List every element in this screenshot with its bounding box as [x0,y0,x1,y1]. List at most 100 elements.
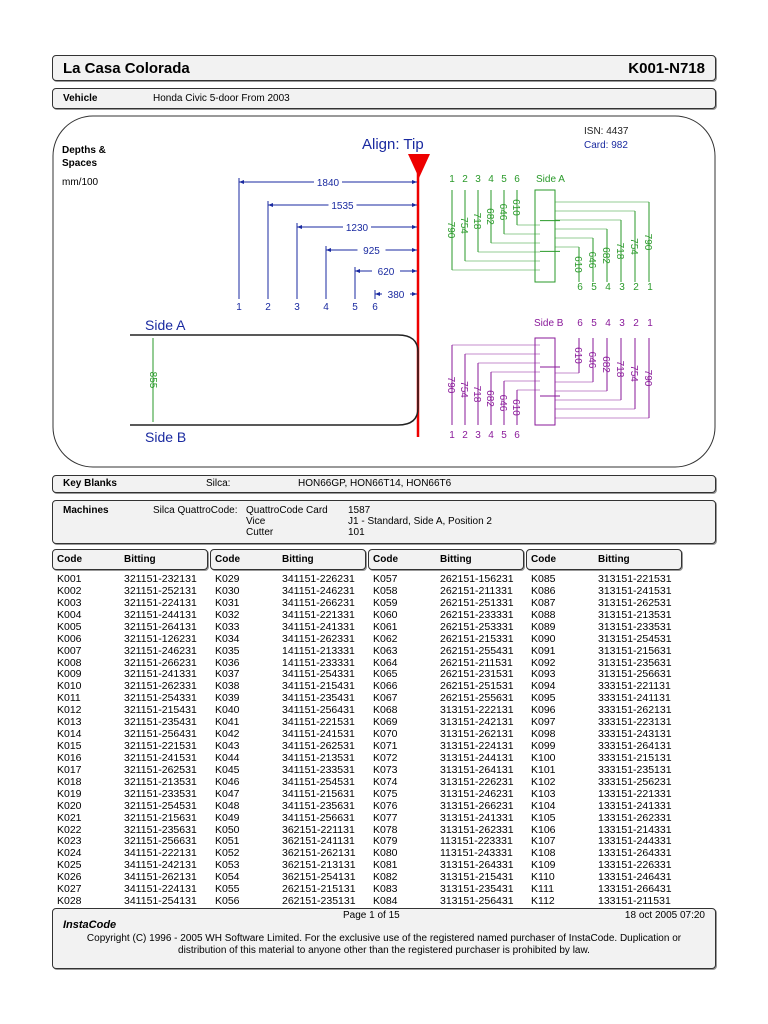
machine-item: Cutter [246,527,274,538]
arrow-head [412,225,417,229]
arrow-head [412,180,417,184]
bitting: 321151-256631 [124,835,197,848]
bitting: 341151-221531 [282,716,355,729]
code: K014 [57,728,82,741]
isn: ISN: 4437 [584,126,629,137]
tip-marker [408,154,430,178]
depth-value: 754 [458,381,469,398]
position-label: 4 [488,430,494,441]
position-label: 6 [577,282,583,293]
code: K112 [531,895,555,908]
align-label: Align: Tip [362,136,424,153]
bitting: 313151-256631 [598,668,672,681]
code: K022 [57,823,82,836]
code: K012 [57,704,82,717]
code: K008 [57,656,82,669]
bitting: 313151-215631 [598,644,672,657]
bitting: 262151-211531 [440,656,513,669]
position-label: 1 [449,174,455,185]
code: K056 [215,895,240,908]
bitting: 113151-223331 [440,835,513,848]
position-label: 1 [449,430,455,441]
bitting: 321151-215431 [124,704,197,717]
bitting: 262151-156231 [440,573,514,585]
position-label: 5 [501,174,507,185]
bitting: 321151-224131 [124,596,197,609]
depth-value: 790 [445,377,456,394]
code: K075 [373,787,398,800]
depth-value: 646 [497,204,508,221]
code: K078 [373,823,398,836]
bitting: 362151-241131 [282,835,355,848]
code: K099 [531,740,556,753]
key-code: K001-N718 [628,60,705,77]
code: K027 [57,883,82,896]
bitting: 133151-211531 [598,895,671,908]
code: K048 [215,799,240,812]
code: K061 [373,620,398,633]
code: K026 [57,871,82,884]
bitting: 321151-235631 [124,823,197,836]
bitting: 133151-266431 [598,883,672,896]
position-label: 3 [619,318,625,329]
bitting: 313151-254531 [598,632,672,645]
bitting: 333151-223131 [598,716,672,729]
code: K088 [531,608,556,621]
card: Card: 982 [584,140,628,151]
bitting: 133151-226331 [598,859,672,872]
machine-value: 1587 [348,505,371,516]
bitting: 313151-242131 [440,716,514,729]
depth-value: 754 [628,238,639,255]
code: K020 [57,799,82,812]
depth-value: 790 [445,222,456,239]
bitting: 262151-255631 [440,692,514,705]
position-label: 3 [294,302,300,313]
bitting: 321151-254331 [124,692,197,705]
bitting: 313151-224131 [440,740,514,753]
arrow-head [412,203,417,207]
code: K050 [215,823,240,836]
code: K060 [373,608,398,621]
space-value: 620 [378,267,395,278]
code: K090 [531,632,556,645]
code: K009 [57,668,82,681]
bitting: 262151-215331 [440,632,514,645]
position-label: 4 [488,174,494,185]
code: K002 [57,584,82,597]
code: K052 [215,847,240,860]
code: K109 [531,859,556,872]
bitting: 321151-241531 [124,751,197,764]
code: K100 [531,751,556,764]
position-label: 1 [236,302,242,313]
key-outline [130,334,419,426]
side-label: Side A [536,174,565,185]
bitting: 321151-221531 [124,740,197,753]
code: K107 [531,835,556,848]
bitting: 341151-266231 [282,596,355,609]
position-label: 1 [647,282,653,293]
code: K019 [57,787,82,800]
label-bg [372,265,400,277]
code: K097 [531,716,556,729]
bitting: 321151-232131 [124,573,197,585]
code: K045 [215,763,240,776]
space-value: 380 [388,290,405,301]
bitting: 262151-235131 [282,895,356,908]
bitting: 341151-254531 [282,775,355,788]
bitting: 341151-226231 [282,573,355,585]
diagram-heading: Spaces [62,158,97,169]
bitting: 341151-222131 [124,847,197,860]
bitting: 341151-262531 [282,740,355,753]
arrow-head [268,203,273,207]
bitting: 113151-243331 [440,847,513,860]
bitting: 313151-244131 [440,751,514,764]
footer-brand: InstaCode [63,919,117,931]
machine-value: 101 [348,527,365,538]
bitting: 133151-264331 [598,847,672,860]
vehicle-box: Vehicle Honda Civic 5-door From 2003 [52,88,716,109]
code: K102 [531,775,556,788]
code: K085 [531,573,556,585]
depth-value: 682 [484,390,495,407]
code: K007 [57,644,82,657]
